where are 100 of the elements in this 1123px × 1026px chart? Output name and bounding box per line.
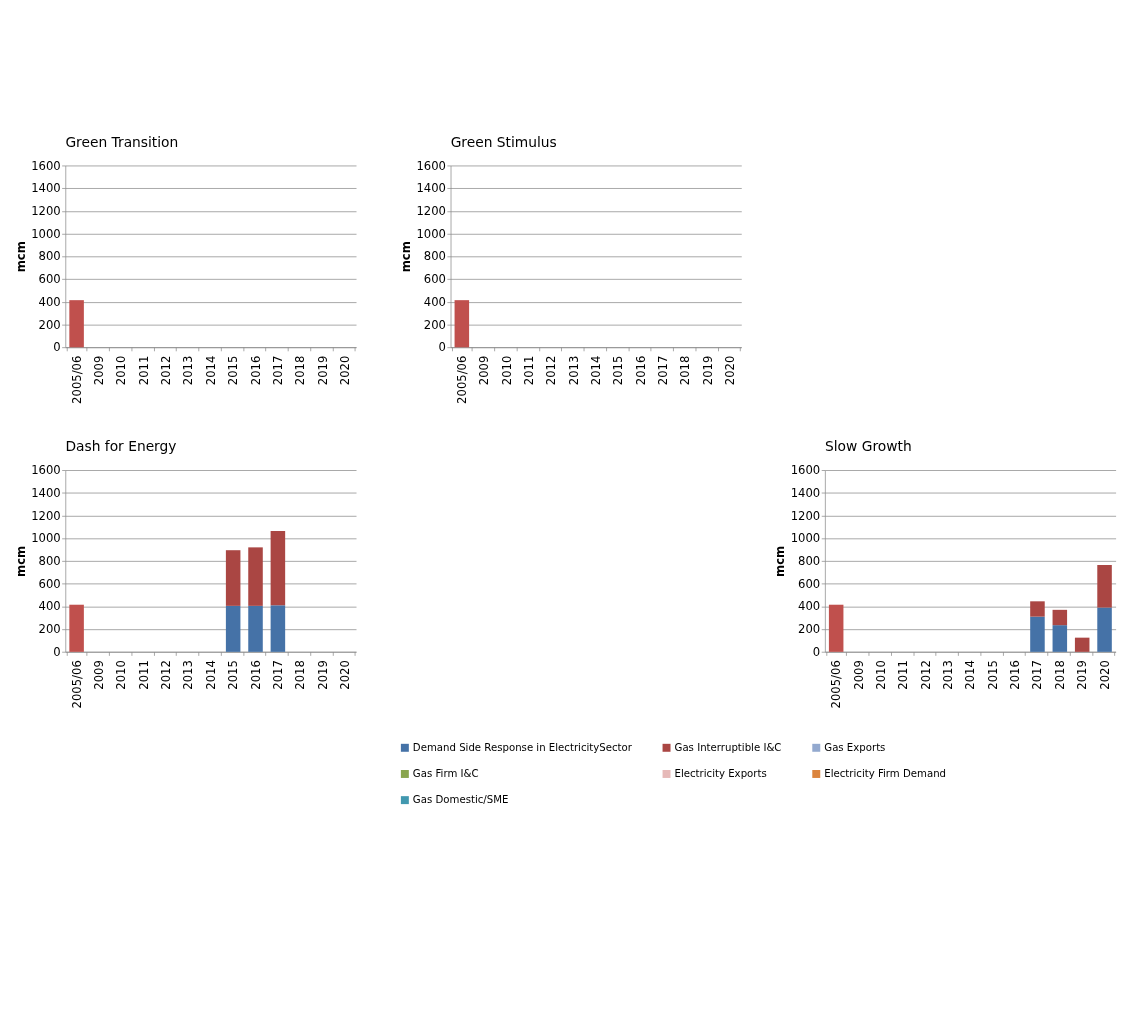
chart-title: Green Stimulus <box>450 133 557 150</box>
y-tick-label: 200 <box>798 622 821 637</box>
bar <box>270 605 286 652</box>
x-tick-label: 2014 <box>589 355 604 386</box>
x-tick-label: 2019 <box>315 355 330 386</box>
x-tick-label: 2015 <box>985 660 1000 690</box>
y-tick-label: 800 <box>798 553 821 568</box>
y-tick-label: 0 <box>438 340 446 355</box>
x-tick-label: 2009 <box>477 355 492 386</box>
x-tick-label: 2009 <box>91 355 106 386</box>
x-tick-label: 2019 <box>315 660 330 690</box>
x-tick-label: 2013 <box>181 660 196 690</box>
x-tick-label: 2015 <box>611 355 626 386</box>
y-tick-label: 1400 <box>416 181 446 196</box>
legend-label: Demand Side Response in ElectricitySector <box>412 741 633 753</box>
y-tick-label: 1600 <box>790 463 821 478</box>
bar <box>248 605 263 652</box>
bar <box>1052 609 1068 626</box>
y-tick-label: 200 <box>38 622 61 637</box>
y-tick-label: 400 <box>423 294 446 309</box>
y-tick-label: 600 <box>38 272 61 287</box>
x-tick-label: 2005/06 <box>69 660 84 709</box>
legend-label: Gas Domestic/SME <box>412 794 509 806</box>
y-axis-title: mcm <box>13 241 28 273</box>
x-tick-label: 2018 <box>1052 660 1067 690</box>
y-tick-label: 0 <box>53 340 61 355</box>
x-tick-label: 2011 <box>136 355 151 386</box>
y-tick-label: 400 <box>38 599 61 614</box>
y-tick-label: 1600 <box>31 463 61 478</box>
x-tick-label: 2020 <box>337 660 352 690</box>
chart-title: Green Transition <box>65 133 179 150</box>
x-tick-label: 2018 <box>293 660 308 690</box>
x-tick-label: 2010 <box>873 660 888 690</box>
bar <box>248 547 263 606</box>
y-tick-label: 1200 <box>416 204 446 219</box>
y-tick-label: 1000 <box>790 531 821 546</box>
x-tick-label: 2017 <box>656 355 671 386</box>
x-tick-label: 2019 <box>700 355 715 386</box>
x-tick-label: 2012 <box>159 355 174 386</box>
x-tick-label: 2016 <box>633 355 648 386</box>
legend-label: Gas Interruptible I&C <box>674 741 782 753</box>
y-tick-label: 200 <box>38 317 61 332</box>
x-tick-label: 2019 <box>1075 660 1090 690</box>
bar <box>1074 637 1090 652</box>
y-tick-label: 200 <box>423 317 446 332</box>
x-tick-label: 2012 <box>159 660 174 690</box>
y-tick-label: 600 <box>798 576 821 591</box>
y-tick-label: 600 <box>423 272 446 287</box>
x-tick-label: 2016 <box>248 660 263 690</box>
legend-label: Electricity Exports <box>674 767 767 779</box>
chart-title: Dash for Energy <box>65 438 177 455</box>
y-tick-label: 1000 <box>416 226 446 241</box>
y-axis-title: mcm <box>773 545 788 577</box>
bar <box>1097 607 1112 652</box>
y-tick-label: 1600 <box>416 158 446 173</box>
x-tick-label: 2015 <box>226 355 241 386</box>
y-axis-title: mcm <box>13 545 28 577</box>
legend-label: Gas Exports <box>824 741 886 753</box>
y-tick-label: 1200 <box>31 204 61 219</box>
bar <box>1030 601 1045 617</box>
x-tick-label: 2020 <box>1097 660 1112 690</box>
y-tick-label: 0 <box>53 644 61 659</box>
x-tick-label: 2005/06 <box>454 355 469 404</box>
x-tick-label: 2009 <box>851 660 866 690</box>
bar <box>1097 564 1112 608</box>
y-tick-label: 0 <box>812 644 821 659</box>
x-tick-label: 2020 <box>337 355 352 386</box>
y-tick-label: 1000 <box>31 531 61 546</box>
x-tick-label: 2013 <box>181 355 196 386</box>
x-tick-label: 2011 <box>521 355 536 386</box>
x-tick-label: 2010 <box>499 355 514 386</box>
x-tick-label: 2011 <box>896 660 911 690</box>
x-tick-label: 2010 <box>114 660 129 690</box>
x-tick-label: 2009 <box>91 660 106 690</box>
y-tick-label: 800 <box>423 249 446 264</box>
x-tick-label: 2010 <box>114 355 129 386</box>
bar <box>1030 616 1045 652</box>
y-tick-label: 1400 <box>31 181 61 196</box>
x-tick-label: 2017 <box>270 355 285 386</box>
bar <box>270 530 286 606</box>
x-tick-label: 2013 <box>940 660 955 690</box>
x-tick-label: 2013 <box>566 355 581 386</box>
x-tick-label: 2014 <box>203 660 218 690</box>
x-tick-label: 2012 <box>544 355 559 386</box>
x-tick-label: 2018 <box>678 355 693 386</box>
x-tick-label: 2015 <box>226 660 241 690</box>
y-tick-label: 800 <box>38 553 61 568</box>
bar <box>225 550 241 606</box>
y-tick-label: 1200 <box>31 508 61 523</box>
x-tick-label: 2016 <box>248 355 263 386</box>
x-tick-label: 2005/06 <box>829 660 844 709</box>
y-tick-label: 1600 <box>31 158 61 173</box>
x-tick-label: 2014 <box>203 355 218 386</box>
bar <box>828 604 844 652</box>
y-tick-label: 1400 <box>790 485 821 500</box>
x-tick-label: 2005/06 <box>69 355 84 404</box>
x-tick-label: 2018 <box>293 355 308 386</box>
x-tick-label: 2011 <box>136 660 151 690</box>
legend-label: Electricity Firm Demand <box>824 767 947 779</box>
x-tick-label: 2017 <box>1030 660 1045 690</box>
